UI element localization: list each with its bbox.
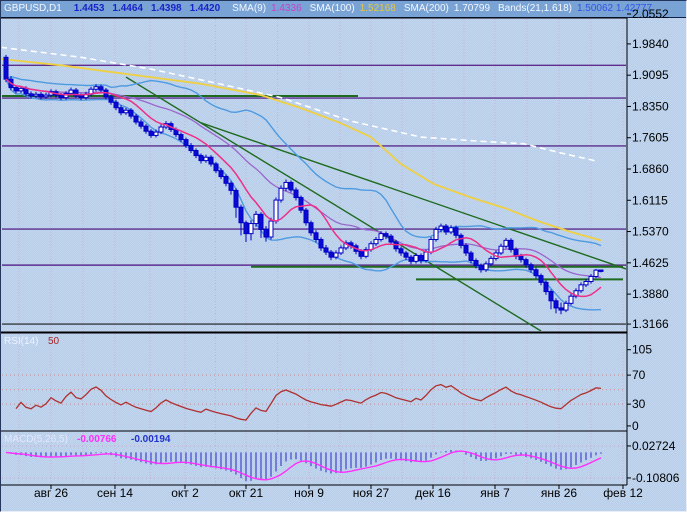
- svg-text:ноя 9: ноя 9: [294, 486, 324, 500]
- sma200-label: SMA(200): [403, 3, 449, 14]
- svg-text:авг 26: авг 26: [34, 486, 68, 500]
- date-axis-labels: авг 26 сен 14 окт 2 окт 21 ноя 9 ноя 27 дек 16…: [34, 485, 643, 500]
- quote-low: 1.4398: [150, 3, 182, 14]
- svg-text:янв 7: янв 7: [480, 486, 510, 500]
- svg-text:1.4625: 1.4625: [632, 256, 669, 270]
- macd-main-value: -0.00766: [77, 434, 117, 445]
- svg-text:фев 12: фев 12: [603, 486, 643, 500]
- svg-text:0: 0: [632, 419, 639, 433]
- chart-header-bar: GBPUSD,D1 1.4453 1.4464 1.4398 1.4420 SM…: [1, 1, 686, 18]
- slow-moving-averages: [2, 46, 602, 242]
- svg-text:1.3166: 1.3166: [632, 317, 669, 331]
- bollinger-bands: [5, 75, 602, 311]
- svg-text:дек 16: дек 16: [415, 486, 451, 500]
- svg-text:янв 26: янв 26: [541, 486, 578, 500]
- bands-label: Bands(21,1.618): [498, 3, 572, 14]
- svg-text:30: 30: [632, 397, 646, 411]
- svg-text:ноя 27: ноя 27: [353, 486, 390, 500]
- svg-text:1.8350: 1.8350: [632, 99, 669, 113]
- band-lower-line: [5, 78, 602, 311]
- sma200-value: 1.70799: [453, 3, 491, 14]
- sma100-label: SMA(100): [309, 3, 355, 14]
- rsi-axis-labels: 105 70 30 0: [627, 343, 652, 433]
- indicator-panel-labels: RSI(14) 50 MACD(5,26,5) -0.00766 -0.00194: [4, 336, 171, 445]
- svg-text:1.9840: 1.9840: [632, 37, 669, 51]
- svg-text:105: 105: [632, 343, 652, 357]
- sma9-value: 1.4336: [271, 3, 302, 14]
- svg-text:1.7605: 1.7605: [632, 131, 669, 145]
- quote-open: 1.4453: [73, 3, 105, 14]
- sma200-line: [2, 46, 599, 163]
- svg-text:1.5370: 1.5370: [632, 225, 669, 239]
- rsi-line: [15, 383, 602, 421]
- indicator-level-gridlines: [2, 374, 626, 479]
- macd-axis-labels: 0.02724 -0.10806: [627, 439, 680, 485]
- macd-signal-line: [5, 450, 602, 481]
- price-axis-labels: 2.0552 1.9840 1.9095 1.8350 1.7605 1.6860 1.61…: [627, 7, 669, 331]
- rsi-label: RSI(14): [4, 336, 38, 347]
- sma9-label: SMA(9): [232, 3, 267, 14]
- rsi-level-value: 50: [48, 336, 60, 347]
- quote-high: 1.4464: [112, 3, 143, 14]
- sma100-value: 1.52168: [359, 3, 396, 14]
- svg-text:1.6860: 1.6860: [632, 162, 669, 176]
- svg-text:1.6115: 1.6115: [632, 193, 668, 207]
- sma9-line: [5, 78, 602, 298]
- vertical-gridlines: [18, 19, 624, 485]
- symbol-period-label: GBPUSD,D1: [4, 3, 62, 14]
- quote-close: 1.4420: [189, 3, 221, 14]
- svg-text:окт 2: окт 2: [171, 486, 199, 500]
- price-level-lines: [2, 64, 626, 331]
- macd-label: MACD(5,26,5): [4, 434, 68, 445]
- svg-text:1.9095: 1.9095: [632, 68, 669, 82]
- svg-text:0.02724: 0.02724: [632, 439, 676, 453]
- svg-text:сен 14: сен 14: [97, 486, 133, 500]
- svg-text:-0.10806: -0.10806: [632, 471, 680, 485]
- panel-borders: [1, 17, 628, 486]
- macd-histogram: [10, 449, 602, 482]
- bands-value: 1.50062 1.42777: [576, 3, 653, 14]
- sma100-line: [2, 58, 602, 242]
- macd-signal-value: -0.00194: [131, 434, 171, 445]
- svg-text:70: 70: [632, 368, 646, 382]
- band-upper-line: [5, 75, 602, 247]
- svg-text:окт 21: окт 21: [229, 486, 264, 500]
- svg-text:1.3880: 1.3880: [632, 287, 669, 301]
- svg-text:2.0552: 2.0552: [632, 7, 669, 21]
- candlestick-series: [3, 54, 604, 315]
